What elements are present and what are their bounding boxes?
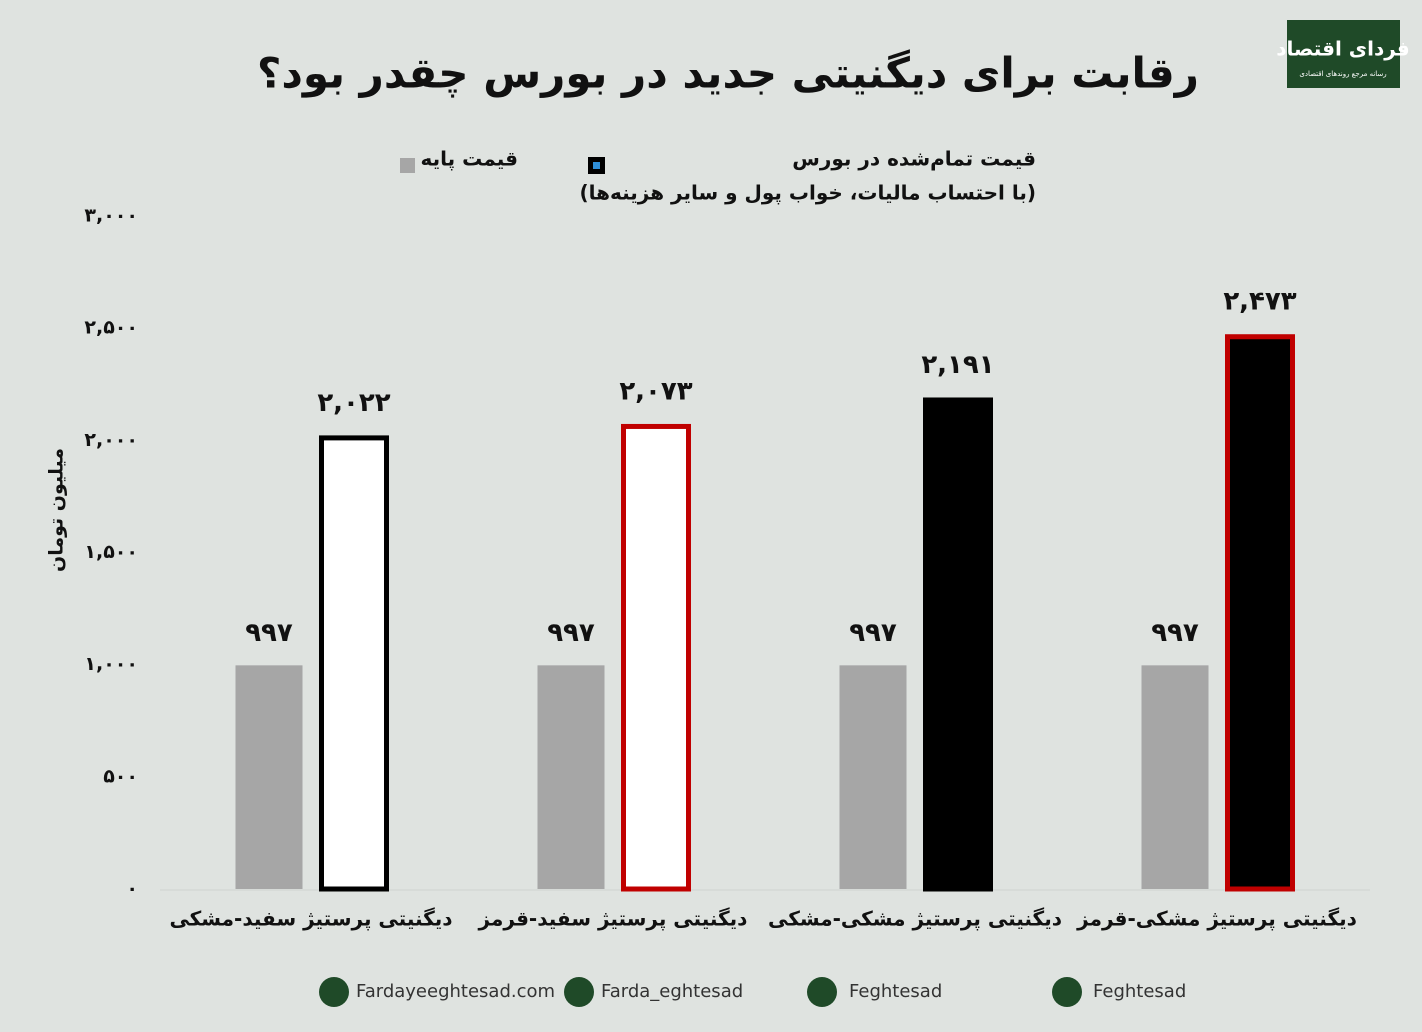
bar bbox=[235, 665, 303, 889]
value-label: ۲,۱۹۱ bbox=[921, 350, 994, 380]
y-tick-label: ۳,۰۰۰ bbox=[84, 205, 138, 227]
chart-title: رقابت برای دیگنیتی جدید در بورس چقدر بود… bbox=[257, 49, 1199, 99]
x-tick-label: دیگنیتی پرستیژ سفید-مشکی bbox=[169, 907, 452, 932]
footer-link[interactable]: Feghtesad bbox=[849, 981, 942, 1002]
bar bbox=[621, 423, 691, 892]
footer-link[interactable]: Feghtesad bbox=[1093, 981, 1186, 1002]
bar bbox=[839, 665, 907, 889]
value-label: ۲,۴۷۳ bbox=[1223, 287, 1296, 317]
value-label: ۲,۰۷۳ bbox=[619, 376, 692, 406]
footer-link[interactable]: Farda_eghtesad bbox=[601, 981, 743, 1002]
instagram-icon bbox=[564, 977, 594, 1007]
telegram-icon bbox=[807, 977, 837, 1007]
y-tick-label: ۲,۰۰۰ bbox=[84, 429, 138, 451]
y-tick-label: ۱,۰۰۰ bbox=[84, 653, 138, 675]
twitter-icon bbox=[1052, 977, 1082, 1007]
value-label: ۹۹۷ bbox=[547, 618, 595, 648]
value-label: ۹۹۷ bbox=[1151, 618, 1199, 648]
legend-label: قیمت تمام‌شده در بورس bbox=[792, 147, 1036, 171]
value-label: ۹۹۷ bbox=[245, 618, 293, 648]
value-label: ۲,۰۲۲ bbox=[317, 388, 390, 418]
footer-link[interactable]: Fardayeeghtesad.com bbox=[356, 981, 555, 1002]
legend-note: (با احتساب مالیات، خواب پول و سایر هزینه… bbox=[579, 181, 1036, 206]
bar bbox=[319, 435, 389, 892]
y-tick-label: ۱,۵۰۰ bbox=[84, 541, 138, 563]
logo-tagline: رسانه مرجع روندهای اقتصادی bbox=[1299, 70, 1386, 78]
logo bbox=[1287, 20, 1400, 88]
bar bbox=[1141, 665, 1209, 889]
x-tick-label: دیگنیتی پرستیژ مشکی-مشکی bbox=[768, 907, 1062, 932]
y-tick-label: ۰ bbox=[126, 878, 138, 900]
y-tick-label: ۲,۵۰۰ bbox=[84, 317, 138, 339]
footer: Fardayeeghtesad.com Farda_eghtesad Feght… bbox=[319, 977, 1186, 1007]
bar bbox=[1225, 334, 1295, 892]
y-axis-label: میلیون تومان bbox=[46, 448, 68, 572]
x-tick-label: دیگنیتی پرستیژ سفید-قرمز bbox=[478, 907, 748, 932]
legend-swatch bbox=[400, 158, 415, 173]
value-label: ۹۹۷ bbox=[849, 618, 897, 648]
x-tick-label: دیگنیتی پرستیژ مشکی-قرمز bbox=[1076, 907, 1357, 932]
web-icon bbox=[319, 977, 349, 1007]
legend-label: قیمت پایه bbox=[421, 147, 518, 172]
bar bbox=[923, 397, 993, 892]
legend-swatch-inner bbox=[593, 162, 600, 169]
logo-text: فردای اقتصاد bbox=[1276, 37, 1410, 61]
bar bbox=[537, 665, 605, 889]
y-tick-label: ۵۰۰ bbox=[103, 765, 138, 787]
